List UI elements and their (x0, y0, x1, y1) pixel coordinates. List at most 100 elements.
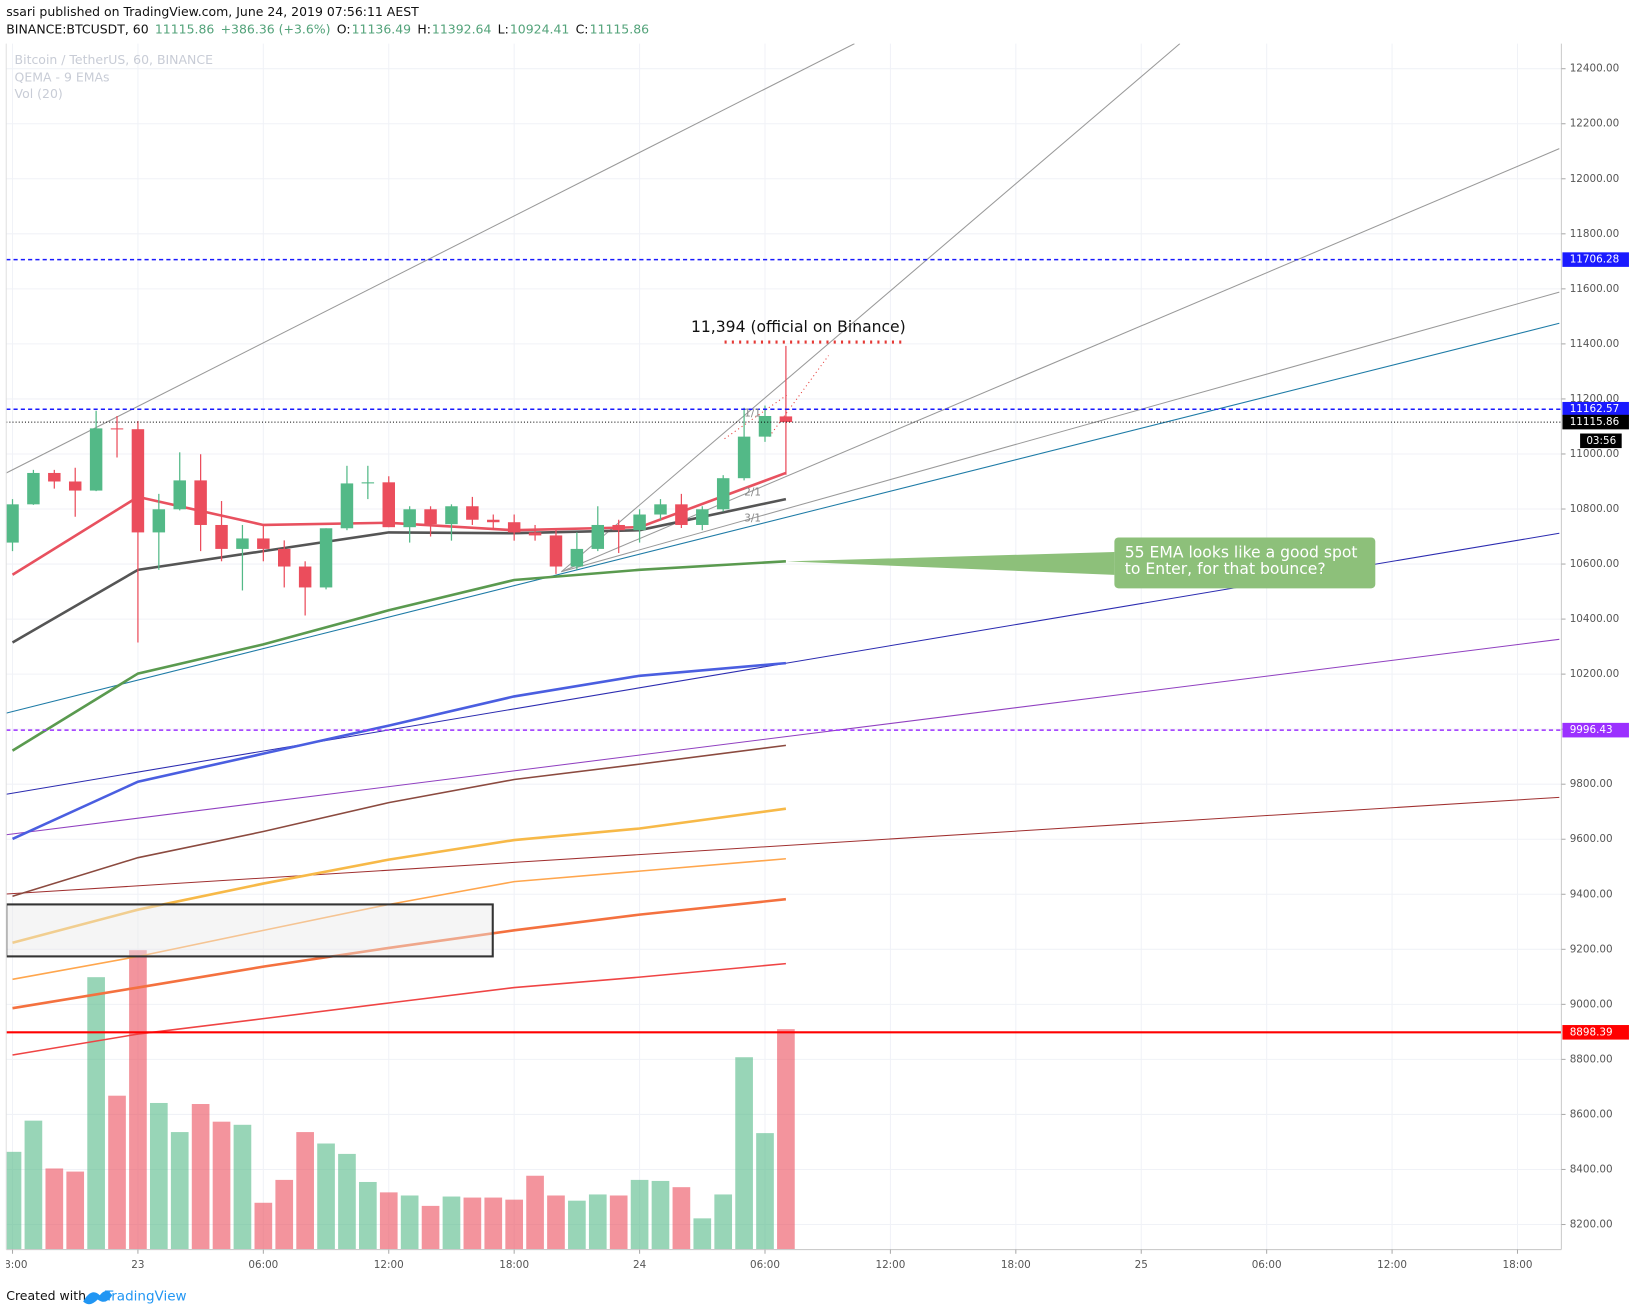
candle-body (27, 472, 40, 505)
candle-body (633, 514, 646, 531)
candle-body (466, 506, 479, 520)
ema-line (11, 497, 787, 644)
candle-body (340, 483, 354, 529)
candle-body (758, 415, 772, 437)
price-label: 11706.28 (1570, 254, 1620, 266)
dotted-line (768, 355, 829, 437)
candle-body (549, 535, 563, 567)
callout-text: 55 EMA looks like a good spot (1125, 544, 1358, 562)
volume-bar (421, 1205, 440, 1250)
volume-bar (212, 1121, 231, 1250)
y-tick-label: 10200.00 (1570, 668, 1620, 680)
callout-pointer (786, 552, 1115, 575)
volume-bar (735, 1057, 753, 1250)
candle-body (737, 436, 751, 479)
x-tick-label: 24 (633, 1259, 647, 1271)
volume-bar (484, 1197, 503, 1250)
x-tick-label: 18:00 (1001, 1259, 1031, 1271)
candle-body (487, 519, 500, 523)
volume-bar (777, 1029, 795, 1250)
volume-bar (66, 1171, 85, 1250)
ema-line (11, 661, 787, 841)
ema-line (12, 962, 786, 1056)
trend-line (6, 638, 1560, 836)
x-tick-label: 25 (1135, 1259, 1148, 1271)
x-tick-label: 06:00 (248, 1259, 278, 1271)
ema-line (12, 744, 787, 897)
candle-body (89, 428, 103, 491)
volume-bar (191, 1104, 210, 1250)
volume-bar (693, 1218, 712, 1250)
y-axis-labels: 8200.00 8400.00 8600.00 8800.00 9000.00 9200.… (1561, 63, 1619, 1231)
header-field: +386.36 (+3.6%) (221, 22, 331, 37)
volume-bar (6, 1151, 22, 1250)
volume-bar (588, 1194, 607, 1250)
volume-bar (275, 1179, 294, 1250)
candle-body (48, 472, 61, 482)
candle-body (675, 504, 688, 525)
y-tick-label: 12000.00 (1570, 173, 1620, 185)
candle-body (779, 416, 793, 423)
volume-bar (651, 1180, 670, 1250)
dotted-line (724, 394, 788, 440)
y-tick-label: 11200.00 (1570, 393, 1620, 405)
y-tick-label: 10800.00 (1570, 503, 1620, 515)
y-tick-label: 11400.00 (1570, 338, 1620, 350)
callout-box (1114, 537, 1376, 589)
candle-body (194, 480, 207, 525)
volume-bar (609, 1195, 628, 1250)
price-lines (6, 258, 1562, 1034)
volume-bar (317, 1143, 335, 1250)
x-tick-label: 18:00 (1503, 1259, 1533, 1271)
candles (6, 345, 793, 643)
y-tick-label: 11600.00 (1570, 283, 1620, 295)
y-tick-label: 10600.00 (1570, 558, 1620, 570)
candle-body (570, 548, 584, 567)
volume-bar (442, 1196, 461, 1250)
y-tick-label: 11000.00 (1570, 448, 1620, 460)
ema-line (11, 559, 786, 752)
candle-body (257, 538, 270, 549)
y-tick-label: 10400.00 (1570, 613, 1620, 625)
volume-bar (359, 1181, 377, 1250)
x-tick-label: 18:00 (0, 1259, 27, 1271)
price-label-bg (1562, 401, 1629, 417)
countdown: 03:56 (1586, 435, 1616, 447)
price-label: 8898.39 (1570, 1026, 1613, 1038)
y-tick-label: 8400.00 (1570, 1163, 1613, 1175)
candle-body (716, 478, 730, 510)
symbol-line: BINANCE:BTCUSDT, 60 11115.86 +386.36 (+3.6… (6, 22, 649, 37)
header-field: 11115.86 (590, 22, 650, 37)
candle-body (68, 481, 82, 491)
y-tick-label: 8200.00 (1570, 1219, 1613, 1231)
ema-line (12, 897, 787, 1010)
footer-brand: TradingView (104, 1288, 187, 1304)
fan-line (561, 148, 1560, 573)
volume-bar (254, 1202, 273, 1250)
volume-bar (170, 1132, 189, 1250)
x-tick-label: 23 (131, 1259, 144, 1271)
countdown-bg (1580, 433, 1622, 449)
fan-label: 3/1 (744, 513, 761, 525)
volume-bar (756, 1133, 774, 1250)
trend-line (6, 43, 855, 474)
high-note: 11,394 (official on Binance) (691, 318, 906, 336)
y-tick-label: 9200.00 (1570, 943, 1613, 955)
header-field: 11115.86 (155, 22, 215, 37)
volume-bar (338, 1153, 356, 1250)
header-field: 10924.41 (510, 22, 569, 37)
callout-text: to Enter, for that bounce? (1125, 560, 1326, 578)
volume-bar (505, 1199, 524, 1250)
volume-bar (108, 1095, 126, 1250)
trend-line (6, 796, 1560, 895)
volume-bar (672, 1187, 691, 1250)
candle-body (298, 566, 312, 588)
x-tick-label: 12:00 (1377, 1259, 1407, 1271)
candle-body (131, 429, 145, 533)
fan-label: 2/1 (744, 487, 761, 499)
volume-bar (463, 1197, 482, 1250)
volume-bar (547, 1195, 565, 1250)
y-tick-label: 9400.00 (1570, 888, 1613, 900)
